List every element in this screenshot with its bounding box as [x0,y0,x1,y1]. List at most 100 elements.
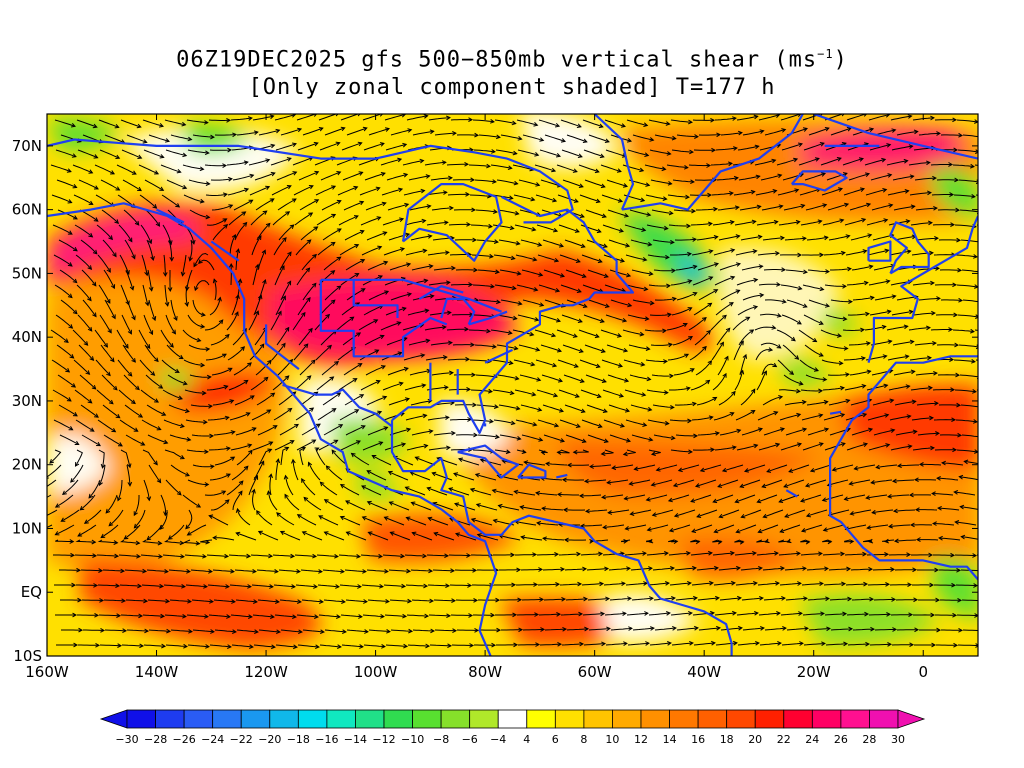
streamline [323,424,343,436]
streamline [737,145,759,151]
streamline-arrow [444,415,450,421]
streamline [808,127,829,136]
streamline-arrow [827,539,833,545]
streamline [713,582,735,586]
streamline [447,358,469,361]
streamline [519,374,541,381]
streamline-arrow [445,445,451,451]
streamline [690,223,712,226]
streamline [407,644,430,647]
streamline-arrow [884,413,890,418]
streamline [99,644,122,647]
streamline-arrow [802,427,808,433]
streamline-arrow [577,581,583,587]
streamline-arrow [275,599,280,604]
streamline-arrow [406,427,412,433]
streamline [182,329,201,342]
streamline-arrow [952,612,958,618]
streamline-arrow [621,581,626,587]
streamline [204,490,226,496]
coastline [457,444,520,479]
streamline [824,613,847,616]
streamline-arrow [298,629,303,635]
streamline-arrow [406,568,412,574]
streamline [600,329,622,337]
streamline [226,480,244,496]
streamline [480,459,502,466]
streamline [763,269,786,271]
streamline [625,524,647,530]
streamline-arrow [180,271,186,277]
streamline-arrow [65,368,71,373]
streamline-arrow [619,258,625,263]
streamline-arrow [905,219,911,224]
streamline-arrow [645,182,651,187]
streamline-arrow [774,551,779,556]
streamline-arrow [306,239,312,244]
streamline [626,612,648,616]
coastline [790,170,848,192]
streamline [713,249,735,256]
colorbar-label: −30 [115,733,138,746]
streamline-arrow [805,512,811,518]
streamline-arrow [664,551,669,556]
streamline [187,149,209,154]
streamline-arrow [953,312,959,318]
streamline [625,419,647,426]
streamline [428,447,450,451]
streamline [189,209,210,218]
streamline-arrow [74,461,80,467]
streamline-arrow [542,536,547,542]
streamline-arrow [687,580,692,586]
streamline [852,296,874,301]
streamline-arrow [918,462,924,467]
streamline-arrow [908,309,914,315]
streamline-arrow [839,385,845,391]
streamline-arrow [218,319,224,325]
streamline [543,598,566,601]
streamline-arrow [205,644,210,649]
streamline [337,347,356,361]
streamline-arrow [997,316,1001,320]
colorbar-label: −8 [433,733,449,746]
streamline-arrow [363,599,368,604]
streamline-arrow [929,582,935,588]
streamline-arrow [308,212,314,217]
streamline [301,599,323,603]
streamline-arrow [996,121,1000,125]
streamline [734,370,744,391]
streamline-arrow [533,287,539,292]
streamline-arrow [566,462,572,468]
streamline-arrow [286,157,292,162]
streamline-arrow [712,396,718,402]
streamline [847,313,869,316]
streamline [120,539,140,544]
streamline-arrow [846,566,852,572]
streamline-arrow [690,498,696,503]
streamline [124,404,143,418]
streamline-arrow [958,474,964,480]
streamline [851,598,874,601]
streamline-arrow [840,551,846,557]
streamline [361,246,382,256]
streamline [917,267,939,271]
streamline-arrow [378,441,384,446]
streamline-arrow [291,458,296,464]
streamline [344,569,366,573]
streamline [647,582,669,586]
streamline [472,119,494,123]
streamline [585,209,607,218]
streamline-arrow [314,447,320,452]
streamline [125,599,148,602]
streamline-arrow [950,552,956,558]
streamline [47,524,53,528]
colorbar-swatch [355,709,385,729]
streamline-arrow [933,205,938,211]
streamline [403,354,425,361]
streamline-arrow [446,115,451,121]
streamline-arrow [714,565,719,571]
streamline [676,292,697,301]
streamline [962,299,978,303]
streamline [977,585,978,586]
streamline-arrow [60,517,66,522]
